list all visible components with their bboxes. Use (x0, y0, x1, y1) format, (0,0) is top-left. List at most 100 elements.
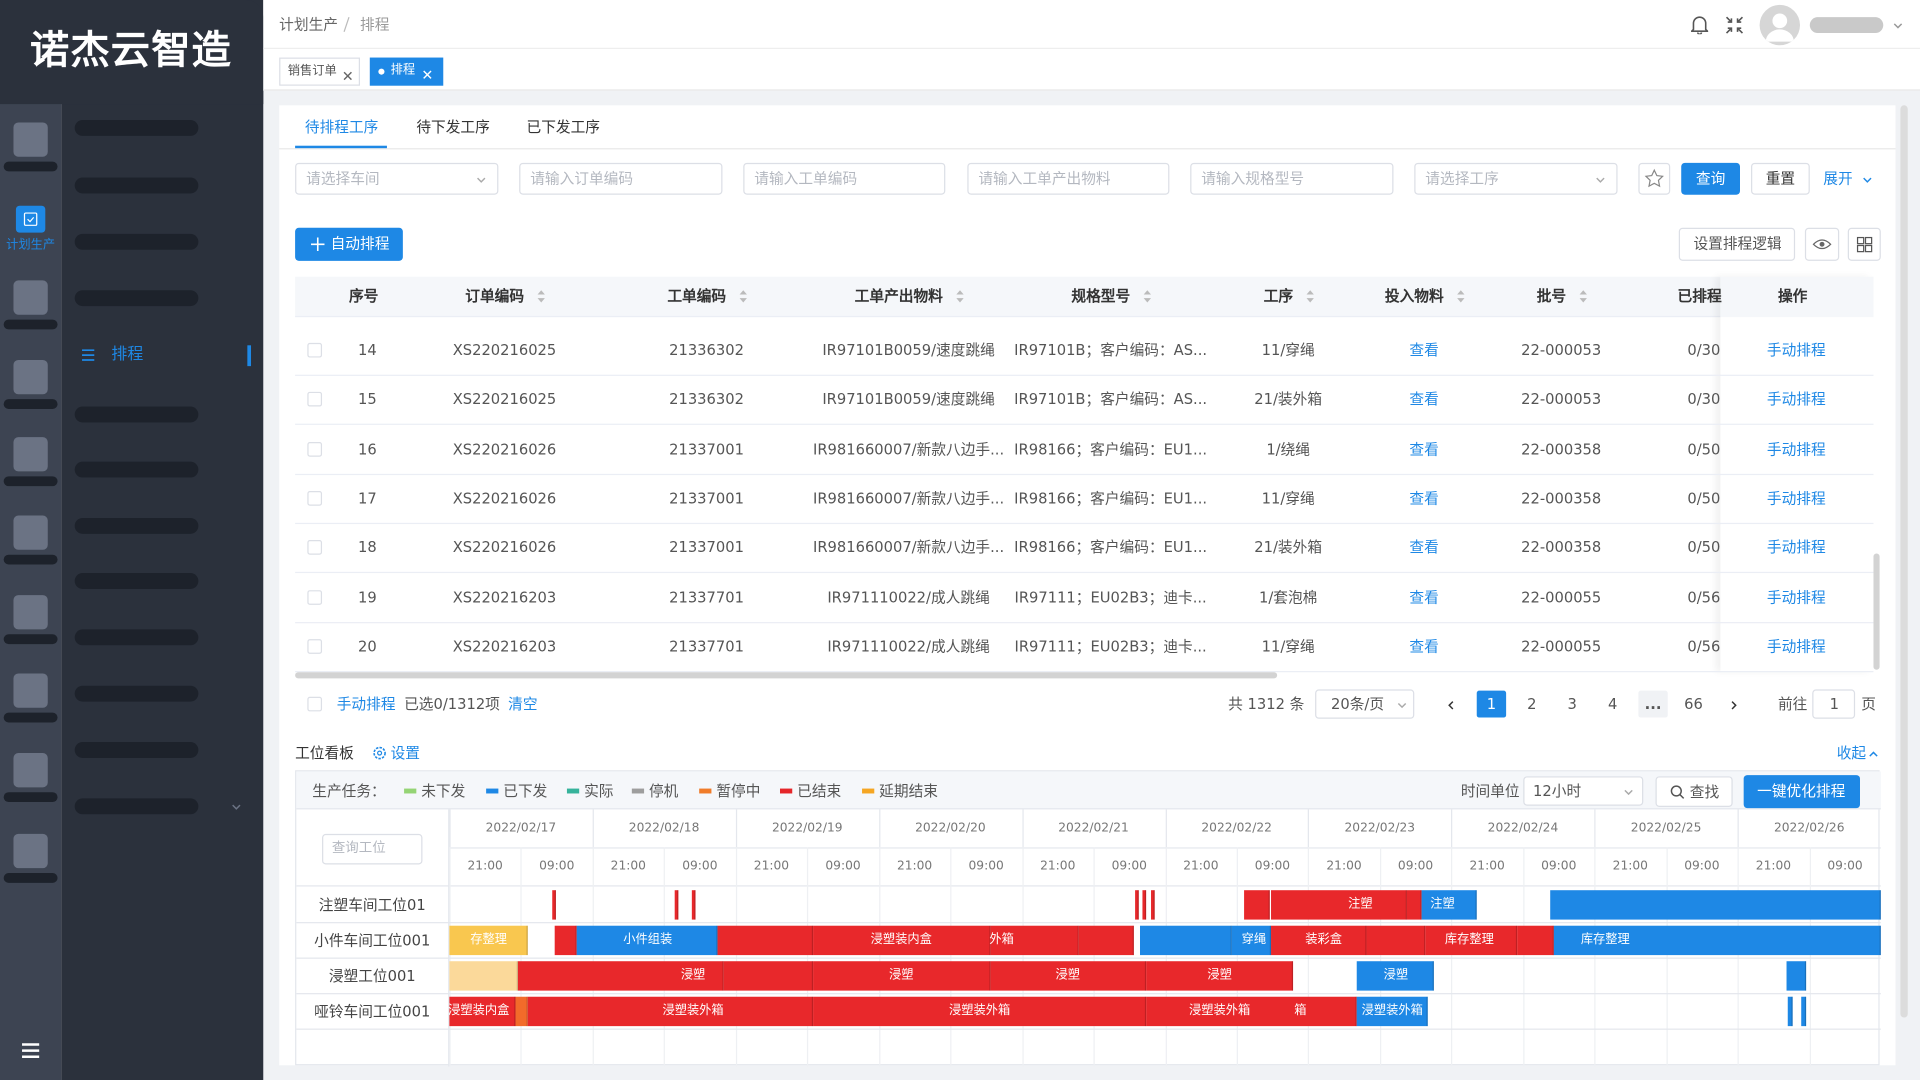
filter-input[interactable]: 请输入规格型号 (1190, 162, 1394, 195)
page-size-select[interactable]: 20条/页 (1315, 689, 1415, 719)
manual-schedule-link[interactable]: 手动排程 (336, 695, 396, 713)
menu-item[interactable] (74, 798, 199, 815)
filter-select[interactable]: 请选择车间 (295, 162, 499, 195)
menu-item[interactable] (74, 233, 199, 250)
task-bar[interactable] (554, 925, 577, 956)
nav-icon[interactable] (13, 437, 48, 472)
collapse-menu[interactable] (21, 1042, 41, 1063)
table-link[interactable]: 手动排程 (1766, 539, 1826, 557)
task-bar[interactable] (1231, 925, 1272, 956)
menu-item[interactable] (74, 177, 199, 194)
nav-icon[interactable] (13, 595, 48, 630)
table-link[interactable]: 查看 (1409, 390, 1439, 409)
schedule-logic-button[interactable]: 设置排程逻辑 (1678, 227, 1796, 261)
table-link[interactable]: 查看 (1409, 637, 1439, 655)
task-bar[interactable] (1425, 925, 1518, 956)
task-bar[interactable] (1135, 890, 1139, 920)
layout-button[interactable] (1847, 227, 1881, 261)
task-bar[interactable] (1140, 925, 1232, 956)
task-bar[interactable] (515, 996, 528, 1027)
sort-icon[interactable] (738, 289, 748, 307)
find-button[interactable]: 查找 (1655, 776, 1733, 807)
task-bar[interactable] (1356, 961, 1434, 991)
nav-icon-active[interactable] (15, 205, 46, 233)
next-page[interactable] (1728, 698, 1740, 715)
row-checkbox[interactable] (307, 540, 323, 555)
task-bar[interactable] (1421, 890, 1477, 920)
nav-icon[interactable] (13, 122, 48, 157)
nav-icon[interactable] (13, 360, 48, 395)
task-bar[interactable] (1801, 996, 1807, 1027)
task-bar[interactable] (1406, 890, 1422, 920)
table-link[interactable]: 手动排程 (1766, 588, 1826, 606)
nav-icon[interactable] (13, 753, 48, 788)
task-bar[interactable] (1244, 890, 1270, 920)
page-tab-close[interactable] (343, 67, 353, 84)
table-link[interactable]: 手动排程 (1766, 341, 1826, 359)
task-bar[interactable] (517, 961, 724, 991)
nav-icon[interactable] (13, 673, 48, 708)
task-bar[interactable] (723, 961, 814, 991)
task-bar[interactable] (813, 925, 991, 956)
filter-input[interactable]: 请输入工单编码 (743, 162, 946, 195)
table-link[interactable]: 手动排程 (1766, 489, 1826, 507)
menu-item[interactable] (74, 685, 199, 702)
task-bar[interactable] (1146, 996, 1357, 1027)
task-bar[interactable] (1271, 890, 1407, 920)
sub-tab[interactable]: 已下发工序 (526, 118, 601, 136)
menu-item[interactable] (74, 120, 199, 136)
row-checkbox[interactable] (307, 589, 323, 605)
task-bar[interactable] (1271, 925, 1367, 956)
task-bar[interactable] (1550, 890, 1881, 920)
row-checkbox[interactable] (307, 342, 323, 358)
task-bar[interactable] (1366, 925, 1426, 956)
clear-link[interactable]: 清空 (508, 695, 538, 713)
page-tab-active[interactable]: 排程 (369, 57, 444, 86)
table-link[interactable]: 查看 (1409, 489, 1439, 507)
task-bar[interactable] (1078, 925, 1134, 956)
task-bar[interactable] (1553, 925, 1881, 956)
station-search[interactable]: 查询工位 (322, 833, 423, 865)
row-checkbox[interactable] (307, 490, 323, 506)
task-bar[interactable] (449, 925, 528, 956)
nav-icon[interactable] (13, 515, 48, 550)
time-unit-select[interactable]: 12小时 (1523, 776, 1644, 806)
menu-item[interactable] (74, 517, 199, 534)
favorite-button[interactable] (1638, 162, 1671, 195)
page-button[interactable]: 1 (1476, 690, 1507, 718)
task-bar[interactable] (1356, 996, 1428, 1027)
row-checkbox[interactable] (307, 638, 323, 654)
filter-input[interactable]: 请输入订单编码 (519, 162, 723, 195)
task-bar[interactable] (1142, 890, 1147, 920)
table-link[interactable]: 查看 (1409, 588, 1439, 606)
avatar[interactable] (1759, 4, 1800, 46)
task-bar[interactable] (1146, 961, 1294, 991)
task-bar[interactable] (552, 890, 556, 920)
sort-icon[interactable] (1142, 289, 1152, 307)
menu-item[interactable] (74, 742, 199, 758)
page-tab[interactable]: 销售订单 (279, 57, 360, 86)
page-button[interactable]: 4 (1598, 691, 1627, 718)
nav-icon[interactable] (13, 833, 48, 869)
table-link[interactable]: 手动排程 (1766, 390, 1826, 409)
sub-tab[interactable]: 待排程工序 (304, 118, 379, 136)
task-bar[interactable] (813, 996, 1147, 1027)
task-bar[interactable] (990, 925, 1079, 956)
table-link[interactable]: 查看 (1409, 341, 1439, 359)
table-link[interactable]: 手动排程 (1766, 637, 1826, 655)
task-bar[interactable] (449, 996, 516, 1027)
select-all-checkbox[interactable] (307, 696, 323, 712)
sub-tab[interactable]: 待下发工序 (416, 118, 490, 136)
nav-icon[interactable] (13, 280, 48, 315)
sort-icon[interactable] (536, 289, 546, 307)
sort-icon[interactable] (1578, 289, 1588, 307)
page-button[interactable]: 3 (1558, 691, 1587, 718)
filter-select[interactable]: 请选择工序 (1414, 162, 1618, 195)
task-bar[interactable] (576, 925, 718, 956)
menu-active[interactable]: 排程 (111, 345, 144, 364)
fullscreen[interactable] (1725, 16, 1744, 38)
menu-item[interactable] (74, 629, 199, 646)
query-button[interactable]: 查询 (1681, 162, 1740, 195)
row-checkbox[interactable] (307, 392, 323, 407)
reset-button[interactable]: 重置 (1751, 162, 1810, 195)
